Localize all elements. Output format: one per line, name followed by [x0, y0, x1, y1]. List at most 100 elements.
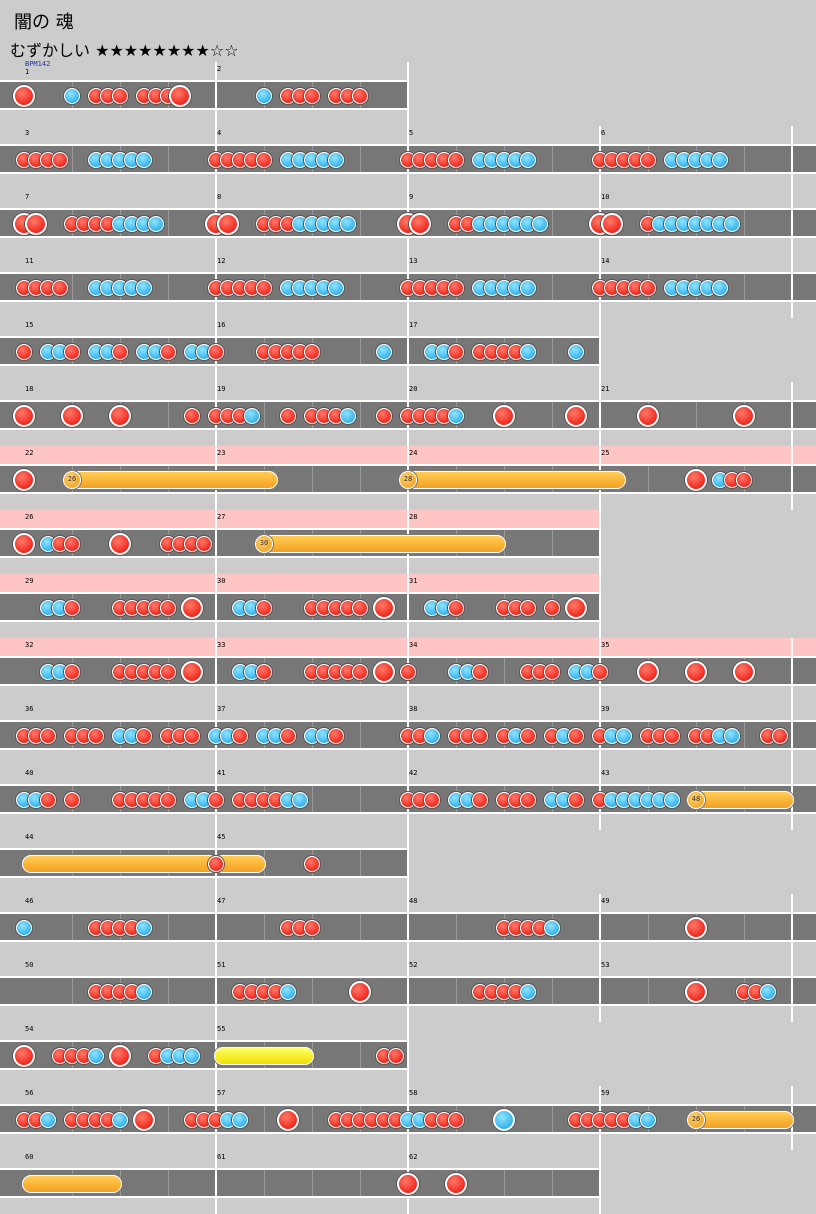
beat-line: [312, 1106, 313, 1132]
beat-line: [360, 1170, 361, 1196]
measure-number: 24: [409, 449, 418, 457]
gogo-band: [0, 574, 600, 592]
bar-line: [215, 894, 217, 958]
chart-row: 60 61 62: [0, 1150, 601, 1214]
measure-number: 10: [601, 193, 610, 201]
don-note: [64, 344, 80, 360]
beat-line: [552, 146, 553, 172]
beat-line: [72, 146, 73, 172]
measure-number: 16: [217, 321, 226, 329]
beat-line: [552, 978, 553, 1004]
measure-number: 31: [409, 577, 418, 585]
bar-line: [215, 958, 217, 1022]
don-note: [16, 344, 32, 360]
balloon-roll: [694, 791, 794, 809]
don-note: [136, 728, 152, 744]
ka-note: [256, 88, 272, 104]
big-don-note: [277, 1109, 299, 1131]
big-don-note: [445, 1173, 467, 1195]
don-note: [304, 856, 320, 872]
ka-note: [232, 1112, 248, 1128]
chart-row: 56 57 58 59 26: [0, 1086, 816, 1150]
measure-number: 12: [217, 257, 226, 265]
measure-number: 55: [217, 1025, 226, 1033]
measure-number: 22: [25, 449, 34, 457]
chart-row: 32 33 34 35: [0, 638, 816, 702]
measure-number: 1: [25, 68, 30, 76]
don-note: [520, 728, 536, 744]
measure-number: 59: [601, 1089, 610, 1097]
measure-number: 2: [217, 65, 222, 73]
don-note: [544, 600, 560, 616]
bar-line: [599, 318, 601, 382]
measure-number: 7: [25, 193, 30, 201]
don-note: [112, 344, 128, 360]
ka-note: [712, 152, 728, 168]
don-note: [280, 408, 296, 424]
measure-number: 45: [217, 833, 226, 841]
big-don-note: [685, 981, 707, 1003]
don-note: [328, 728, 344, 744]
beat-line: [360, 402, 361, 428]
bar-line: [599, 958, 601, 1022]
chart-row: 54 55: [0, 1022, 409, 1086]
beat-line: [264, 1106, 265, 1132]
measure-number: 17: [409, 321, 418, 329]
bar-line: [791, 446, 793, 510]
balloon-roll: [70, 471, 278, 489]
don-note: [640, 152, 656, 168]
don-note: [304, 920, 320, 936]
don-note: [520, 600, 536, 616]
ka-note: [136, 984, 152, 1000]
beat-line: [456, 914, 457, 940]
big-don-note: [181, 661, 203, 683]
ka-note: [328, 280, 344, 296]
ka-note: [724, 728, 740, 744]
don-note: [448, 344, 464, 360]
don-note: [184, 728, 200, 744]
ka-note: [112, 1112, 128, 1128]
big-don-note: [13, 405, 35, 427]
beat-line: [72, 274, 73, 300]
difficulty-line: むずかしい ★★★★★★★★☆☆: [10, 37, 239, 61]
ka-note: [136, 920, 152, 936]
measure-number: 5: [409, 129, 414, 137]
bpm-marker: BPM142: [25, 60, 51, 68]
big-don-note: [349, 981, 371, 1003]
big-don-note: [409, 213, 431, 235]
balloon-roll: [262, 535, 506, 553]
ka-note: [280, 984, 296, 1000]
don-note: [448, 1112, 464, 1128]
beat-line: [168, 210, 169, 236]
bar-line: [407, 318, 409, 382]
big-don-note: [601, 213, 623, 235]
ka-note: [616, 728, 632, 744]
measure-number: 34: [409, 641, 418, 649]
beat-line: [168, 1170, 169, 1196]
bar-line: [791, 254, 793, 318]
measure-number: 61: [217, 1153, 226, 1161]
beat-line: [168, 402, 169, 428]
ka-note: [88, 1048, 104, 1064]
balloon-note: 26: [63, 471, 81, 489]
chart-row: 40 41 42 43 48: [0, 766, 816, 830]
bar-line: [791, 702, 793, 766]
bar-line: [215, 510, 217, 574]
ka-note: [568, 344, 584, 360]
ka-note: [184, 1048, 200, 1064]
don-note: [256, 664, 272, 680]
song-title: 闇の 魂: [14, 12, 74, 33]
bar-line: [791, 190, 793, 254]
bar-line: [791, 638, 793, 702]
don-note: [472, 728, 488, 744]
don-note: [640, 280, 656, 296]
beat-line: [744, 210, 745, 236]
big-don-note: [169, 85, 191, 107]
beat-line: [552, 1170, 553, 1196]
beat-line: [312, 466, 313, 492]
beat-line: [360, 466, 361, 492]
big-don-note: [637, 661, 659, 683]
don-note: [568, 728, 584, 744]
big-don-note: [685, 917, 707, 939]
beat-line: [312, 786, 313, 812]
